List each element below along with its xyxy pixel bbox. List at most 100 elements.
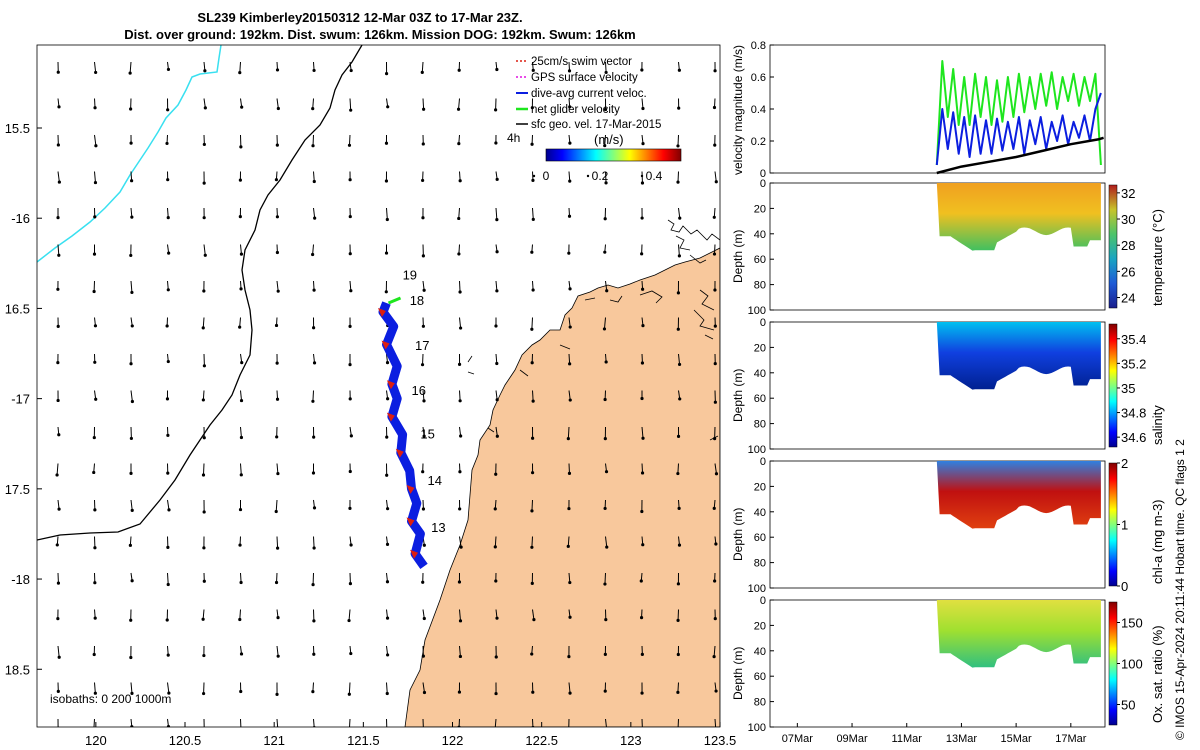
section-ytick-label: 60 [754,671,766,683]
velocity-arrow-head [57,655,61,659]
velocity-arrow-head [385,217,389,222]
velocity-arrow-head [240,728,242,730]
colorbar-tick-label: 50 [1121,698,1135,713]
velocity-arrow-head [275,68,280,72]
velocity-arrow-head [276,471,280,476]
velocity-arrow-head [274,580,279,585]
velocity-arrow-head [420,70,424,75]
velocity-arrow-head [311,144,315,148]
isobaths-label: isobaths: 0 200 1000m [50,692,171,706]
velocity-arrow-head [713,579,717,583]
velocity-arrow-head [349,651,353,656]
velocity-arrow-head [602,327,607,331]
velocity-arrow-head [457,216,461,221]
legend-net: net glider velocity [531,104,620,116]
velocity-arrow-head [495,616,499,620]
velocity-arrow-head [713,437,717,441]
velocity-arrow-head [676,618,680,622]
velocity-arrow [459,280,461,293]
velocity-arrow-head [456,107,461,111]
section-oxygen: 0 20 40 60 80 100 Depth (m) 50 100 150 Ox. sat. ra… [731,595,1165,734]
velocity-arrow [605,171,607,183]
velocity-arrow [604,134,606,146]
velocity-arrow-head [201,326,205,330]
velocity-arrow-head [93,616,97,620]
velocity-arrow-head [92,252,97,256]
colorbar-tick-label: 1 [1121,518,1128,533]
velocity-arrow-head [312,435,316,439]
section-clabel: Ox. sat. ratio (%) [1150,625,1165,723]
velocity-arrow [459,390,461,401]
velocity-arrow-head [384,290,388,294]
velocity-arrow-head [641,106,645,111]
section-ytick-label: 0 [760,178,766,190]
map-axis-ticks: 120 120.5 121 121.5 122 122.5 123 123.5 15.5 -16 1… [5,121,737,748]
velocity-arrow-head [677,254,681,258]
colorbar-tick-dot [532,174,536,178]
velocity-arrow [459,317,462,329]
section-ytick-label: 40 [754,229,766,241]
velocity-arrow-head [676,180,680,184]
section-ylabel: Depth (m) [731,369,745,422]
section-ylabel: Depth (m) [731,508,745,561]
velocity-arrow-head [458,290,462,294]
velocity-arrow-head [421,580,425,584]
section-ytick-label: 20 [754,481,766,493]
velocity-arrow-head [275,250,280,255]
velocity-arrow [713,645,716,657]
velocity-arrow [568,682,571,694]
velocity-ylabel: velocity magnitude (m/s) [731,45,745,175]
velocity-arrow-head [530,361,534,365]
velocity-arrow-head [567,251,571,255]
velocity-arrow-head [568,615,572,619]
velocity-arrow [532,207,534,220]
section-ytick-label: 60 [754,532,766,544]
velocity-arrow-head [348,581,353,586]
velocity-arrow [349,98,352,111]
section-data-field [936,600,1101,668]
velocity-arrow-head [385,616,390,620]
map-xtick-label: 121.5 [347,733,380,748]
velocity-arrow [604,572,606,585]
colorbar-tick-dot [586,174,590,178]
velocity-arrow [349,718,351,727]
velocity-arrow-head [93,581,97,585]
velocity-arrow-head [348,324,352,328]
velocity-arrow [202,317,205,328]
section-ytick-label: 20 [754,620,766,632]
swim-vector-mark [406,517,415,527]
legend-swim: 25cm/s swim vector [531,56,632,68]
colorbar-tick-dot [640,174,644,178]
velocity-arrow-head [459,434,463,438]
velocity-arrow-head [312,68,316,73]
time-tick-label: 17Mar [1055,733,1087,745]
velocity-arrow-head [55,543,59,547]
velocity-arrow-head [93,546,97,550]
velocity-arrow-head [238,215,242,219]
section-colorbar [1108,462,1118,587]
velocity-arrow-head [166,653,170,657]
velocity-arrow-head [275,361,279,365]
velocity-arrow-head [567,214,572,218]
velocity-arrow-head [165,397,170,401]
velocity-arrow-head [677,726,679,727]
velocity-arrow-head [568,729,570,731]
velocity-arrow-head [348,397,352,401]
velocity-arrow-head [167,508,171,512]
velocity-arrow [678,207,681,219]
map-xtick-label: 122 [442,733,464,748]
section-ytick-label: 60 [754,254,766,266]
velocity-arrow-head [349,108,353,112]
velocity-arrow [93,718,95,727]
velocity-arrow-head [494,141,498,145]
section-salinity: 0 20 40 60 80 100 Depth (m) 34.6 34.8 35 35.2 35.4 s… [731,317,1165,456]
velocity-arrow [313,171,315,182]
velocity-arrow-head [93,106,97,110]
velocity-arrow-head [56,287,60,291]
velocity-arrow-head [92,289,96,294]
velocity-arrow-head [203,69,207,73]
velocity-arrow [678,353,681,365]
velocity-arrow-head [712,252,717,256]
velocity-arrow-head [713,143,717,147]
velocity-arrow-head [166,178,170,182]
